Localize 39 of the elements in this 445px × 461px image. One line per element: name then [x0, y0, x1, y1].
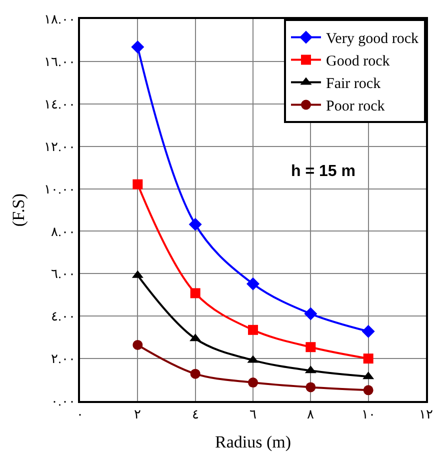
point — [363, 354, 374, 364]
legend-label: Poor rock — [326, 98, 386, 115]
y-tick-label: ٦.٠٠ — [51, 266, 76, 282]
point — [131, 40, 144, 54]
point — [248, 324, 258, 335]
point — [190, 288, 200, 298]
x-tick-label: ٢ — [134, 406, 142, 422]
x-tick-label: ١٠ — [361, 406, 376, 422]
y-tick-label: ٨.٠٠ — [51, 224, 76, 239]
point — [188, 218, 202, 231]
point — [304, 307, 318, 320]
x-tick-label: ٠ — [76, 406, 84, 422]
point — [190, 368, 200, 379]
annotation: h = 15 m — [291, 163, 356, 180]
y-tick-label: ٠.٠٠ — [51, 394, 76, 409]
y-tick-label: ٤.٠٠ — [51, 308, 76, 324]
x-tick-label: ٤ — [192, 406, 199, 422]
y-axis-title: (F.S) — [9, 193, 28, 227]
point — [132, 179, 143, 190]
x-tick-label: ١٢ — [419, 406, 433, 422]
point — [362, 324, 375, 338]
point — [248, 378, 258, 388]
x-tick-label: ٨ — [307, 406, 314, 422]
x-tick-label: ٦ — [250, 406, 256, 422]
point — [363, 385, 374, 396]
x-axis-title: Radius (m) — [214, 432, 292, 452]
point — [246, 277, 260, 290]
y-tick-label: ١٦.٠٠ — [44, 54, 76, 69]
point — [132, 340, 143, 350]
y-tick-label: ١٢.٠٠ — [44, 138, 76, 154]
y-tick-label: ١٨.٠٠ — [44, 12, 76, 27]
y-tick-label: ١٤.٠٠ — [44, 96, 76, 112]
legend-label: Good rock — [326, 54, 390, 70]
y-tick-label: ٢.٠٠ — [51, 351, 76, 366]
point — [306, 342, 316, 352]
y-tick-label: ١٠.٠٠ — [44, 181, 76, 196]
legend-label: Fair rock — [326, 76, 382, 92]
legend-label: Very good rock — [326, 31, 419, 48]
point — [306, 382, 316, 392]
